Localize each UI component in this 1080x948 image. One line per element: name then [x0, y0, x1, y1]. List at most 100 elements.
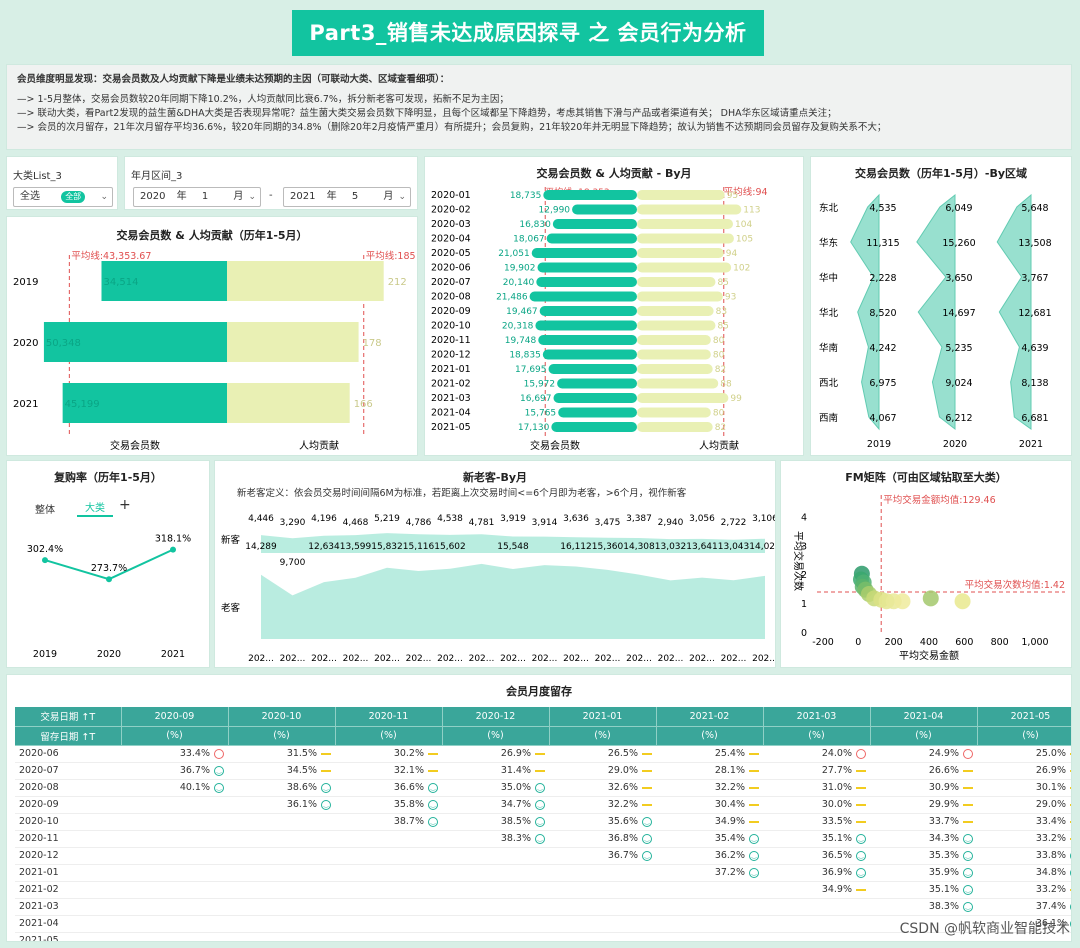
- end-date-select[interactable]: 2021 年 5 月 ⌄: [283, 187, 411, 207]
- region-label: 华北: [819, 307, 839, 319]
- smile-icon: ‿: [642, 850, 652, 861]
- column-header[interactable]: 2021-01: [549, 707, 657, 727]
- contrib-bar: [637, 262, 732, 273]
- table-cell: [335, 830, 442, 848]
- table-cell: [763, 898, 870, 916]
- old-value-label: 13,599: [340, 542, 372, 552]
- month-label: 2021-02: [431, 379, 471, 390]
- scatter-point: [894, 593, 911, 610]
- sort-icon[interactable]: ↑T: [81, 731, 96, 743]
- row-label: 2020-07: [15, 762, 121, 780]
- table-cell: [228, 881, 335, 899]
- contrib-bar: [637, 204, 742, 215]
- new-value-label: 3,056: [689, 514, 715, 524]
- table-cell: 36.7% ‿: [121, 762, 228, 780]
- x-tick-label: 200: [885, 637, 903, 648]
- contrib-bar: [637, 190, 725, 200]
- region-area: [916, 193, 956, 431]
- region-label: 东北: [819, 202, 839, 214]
- tab-overall[interactable]: 整体: [35, 505, 55, 516]
- date-range-label: 年月区间_3: [131, 171, 183, 182]
- old-value-label: 15,602: [434, 542, 466, 552]
- new-value-label: 3,914: [532, 518, 558, 528]
- contrib-bar: [637, 407, 711, 418]
- x-tick-label: 202...: [248, 654, 274, 664]
- contrib-value-label: 113: [743, 206, 760, 216]
- column-header[interactable]: 2020-10: [228, 707, 336, 727]
- start-year: 2020: [140, 191, 166, 202]
- neutral-icon: [1070, 820, 1071, 823]
- column-header[interactable]: 2021-04: [870, 707, 978, 727]
- row-label: 2021-01: [15, 864, 121, 882]
- table-cell: 30.1%: [977, 779, 1071, 797]
- members-bar: [537, 262, 637, 273]
- new-customer-area: [261, 533, 765, 553]
- month-label: 2021-04: [431, 408, 471, 419]
- table-cell: 33.2%: [977, 881, 1071, 899]
- row-label: 2020-09: [15, 796, 121, 814]
- old-customer-area: [261, 563, 765, 639]
- column-header[interactable]: 2021-05: [977, 707, 1071, 727]
- members-value-label: 15,765: [525, 409, 557, 419]
- members-bar: [535, 320, 637, 331]
- old-value-label: 14,308: [623, 542, 655, 552]
- region-value-label: 15,260: [942, 238, 975, 249]
- row-header-retention-date[interactable]: 留存日期 ↑T: [15, 726, 122, 746]
- frown-icon: [963, 748, 973, 759]
- y-tick-label: 1: [801, 599, 807, 610]
- contrib-bar: [637, 233, 734, 244]
- new-value-label: 4,786: [406, 518, 432, 528]
- sort-icon[interactable]: ↑T: [81, 712, 96, 724]
- column-header[interactable]: 2021-03: [763, 707, 871, 727]
- row-header-trade-date[interactable]: 交易日期 ↑T: [15, 707, 122, 727]
- contrib-value-label: 82: [715, 423, 726, 433]
- tab-category[interactable]: 大类: [77, 499, 113, 517]
- neutral-icon: [856, 786, 866, 789]
- contrib-value-label: 99: [730, 394, 742, 404]
- neutral-icon: [856, 769, 866, 772]
- table-cell: 32.2%: [549, 796, 656, 814]
- x-tick-label: 202...: [752, 654, 775, 664]
- category-select[interactable]: 全选 全部 ⌄: [13, 187, 113, 207]
- x-tick-label: 202...: [437, 654, 463, 664]
- table-cell: 38.6% ‿: [228, 779, 335, 797]
- column-header[interactable]: 2020-09: [121, 707, 229, 727]
- table-cell: 29.9%: [870, 796, 977, 814]
- row-label: 2021-05: [15, 932, 121, 941]
- column-header[interactable]: 2021-02: [656, 707, 764, 727]
- neutral-icon: [963, 803, 973, 806]
- members-bar: [542, 349, 637, 360]
- old-value-label: 12,634: [308, 542, 340, 552]
- members-bar: [553, 393, 637, 403]
- neutral-icon: [642, 803, 652, 806]
- column-header[interactable]: 2020-12: [442, 707, 550, 727]
- new-value-label: 2,722: [721, 518, 747, 528]
- month-label: 2021-01: [431, 364, 471, 375]
- table-cell: [121, 813, 228, 831]
- table-cell: 36.9% ‿: [763, 864, 870, 882]
- column-header[interactable]: 2020-11: [335, 707, 443, 727]
- new-customer-label: 新客: [221, 534, 241, 546]
- y-tick-label: 0: [801, 628, 807, 639]
- contrib-value-label: 212: [388, 277, 407, 288]
- retention-table: 交易日期 ↑T 2020-09 2020-10 2020-11 2020-12 2021-…: [15, 707, 1071, 941]
- table-cell: 25.4%: [656, 745, 763, 763]
- members-value-label: 19,467: [506, 307, 538, 317]
- add-tab-icon[interactable]: +: [119, 497, 131, 513]
- chevron-down-icon: ⌄: [398, 192, 406, 202]
- region-value-label: 6,975: [869, 378, 896, 389]
- new-value-label: 4,468: [343, 518, 369, 528]
- table-row: 2020-11 38.3% ‿ 36.8% ‿ 35.4% ‿ 35.1% ‿ 34.3% ‿ 33.…: [15, 830, 1071, 848]
- old-value-label: 9,700: [280, 558, 306, 568]
- neutral-icon: [963, 820, 973, 823]
- contrib-bar: [637, 335, 711, 345]
- contrib-value-label: 80: [713, 409, 725, 419]
- start-date-select[interactable]: 2020 年 1 月 ⌄: [133, 187, 261, 207]
- year-label: 2019: [13, 277, 38, 288]
- table-cell: 38.3% ‿: [442, 830, 549, 848]
- row-label: 2021-04: [15, 915, 121, 933]
- members-bar: [539, 306, 637, 316]
- table-cell: [228, 830, 335, 848]
- scatter-point: [922, 590, 939, 607]
